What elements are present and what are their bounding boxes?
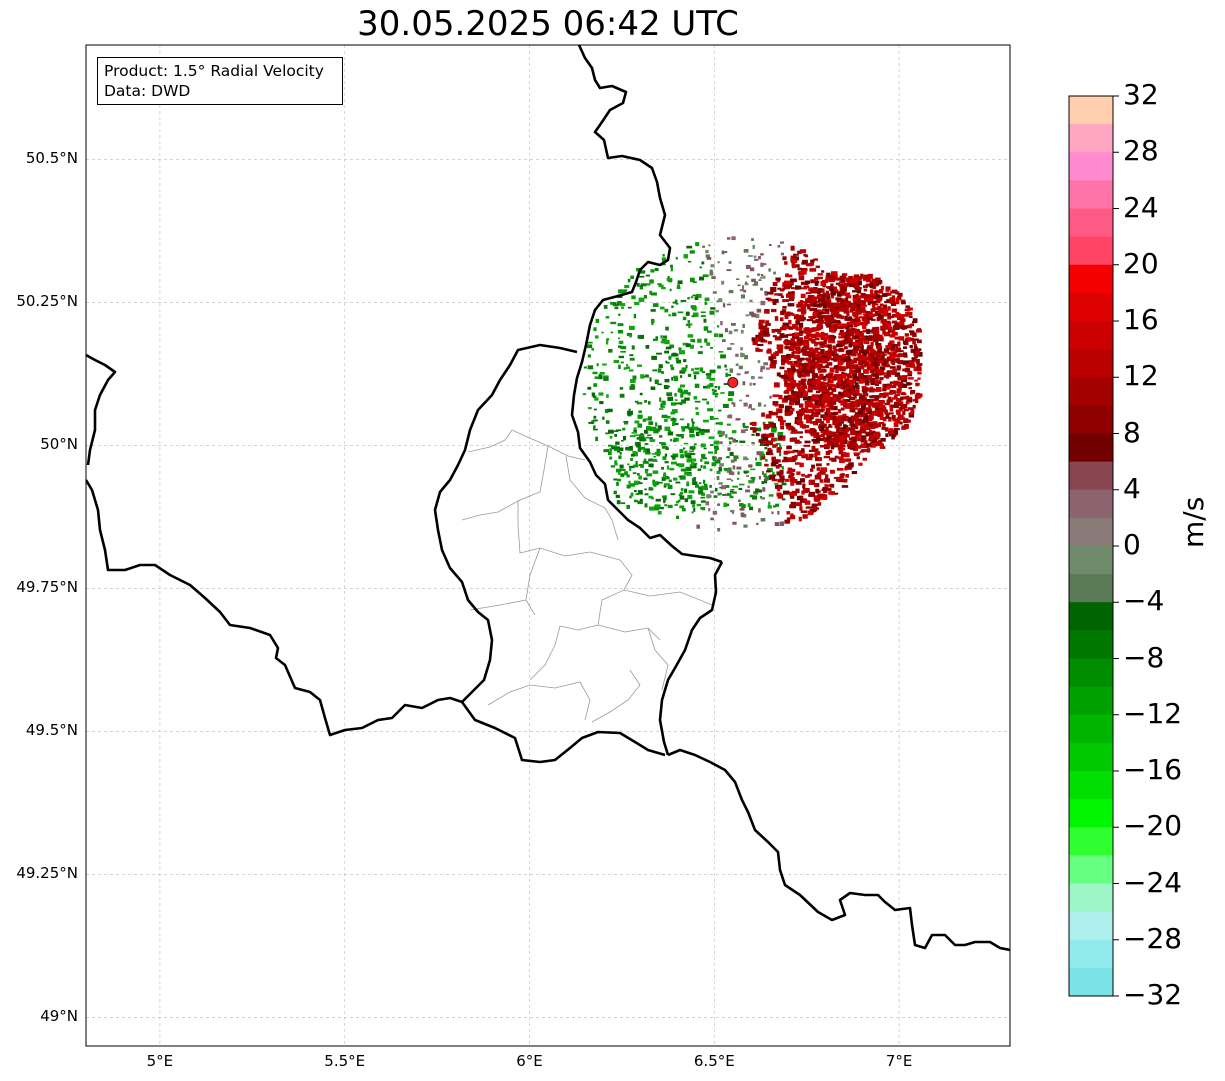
graticule — [86, 45, 1010, 1046]
colorbar-tick-label: 0 — [1123, 528, 1141, 561]
colorbar-tick-label: −32 — [1123, 978, 1183, 1011]
map-frame — [85, 44, 1011, 1047]
colorbar-segment — [1069, 349, 1113, 378]
colorbar-segment — [1069, 574, 1113, 603]
colorbar-segment — [1069, 883, 1113, 913]
colorbar-segment — [1069, 264, 1113, 294]
lat-tick-label: 49.5°N — [25, 721, 78, 740]
colorbar-segment — [1069, 461, 1113, 491]
colorbar-segment — [1069, 771, 1113, 800]
colorbar-tick-label: −24 — [1123, 865, 1183, 899]
colorbar-tick-label: 12 — [1123, 359, 1159, 393]
product-label: Product: 1.5° Radial Velocity — [104, 62, 324, 80]
lon-tick-label: 5.5°E — [324, 1052, 366, 1070]
product-info-box: Product: 1.5° Radial Velocity Data: DWD — [97, 57, 343, 105]
lat-tick-label: 50°N — [40, 435, 78, 454]
near-zero-echoes — [696, 236, 785, 532]
colorbar-segment — [1069, 686, 1113, 716]
colorbar-segment — [1069, 714, 1113, 744]
colorbar — [1068, 95, 1119, 997]
colorbar-tick-label: 8 — [1123, 415, 1141, 449]
colorbar-tick-label: 20 — [1123, 246, 1159, 280]
lon-tick-label: 6.5°E — [693, 1052, 735, 1070]
lon-tick-label: 7°E — [885, 1052, 913, 1070]
colorbar-segment — [1069, 827, 1113, 856]
colorbar-segment — [1069, 96, 1113, 125]
colorbar-segment — [1069, 658, 1113, 688]
colorbar-segment — [1069, 939, 1113, 969]
colorbar-tick-label: 32 — [1123, 78, 1159, 111]
colorbar-tick-label: 28 — [1123, 134, 1159, 168]
receding-echoes — [749, 245, 923, 524]
colorbar-tick-label: −16 — [1123, 753, 1183, 786]
colorbar-tick-label: −8 — [1123, 640, 1165, 674]
data-source-label: Data: DWD — [104, 82, 191, 100]
colorbar-segment — [1069, 517, 1113, 547]
colorbar-segment — [1069, 152, 1113, 181]
colorbar-segment — [1069, 321, 1113, 350]
colorbar-segment — [1069, 967, 1113, 997]
colorbar-segment — [1069, 911, 1113, 941]
colorbar-segment — [1069, 405, 1113, 434]
colorbar-tick-label: −20 — [1123, 809, 1183, 843]
lon-tick-label: 6°E — [516, 1052, 543, 1070]
lat-tick-label: 49.75°N — [16, 578, 78, 597]
lon-tick-label: 5°E — [146, 1052, 174, 1070]
lat-tick-label: 49°N — [40, 1007, 78, 1026]
colorbar-segment — [1069, 292, 1113, 322]
colorbar-tick-label: −4 — [1123, 584, 1165, 618]
colorbar-tick-label: 24 — [1123, 190, 1159, 224]
colorbar-segment — [1069, 630, 1113, 659]
colorbar-tick-label: 16 — [1123, 303, 1159, 336]
radar-site-marker — [727, 377, 739, 388]
colorbar-segment — [1069, 433, 1113, 463]
national-borders — [86, 45, 1010, 952]
map-title: 30.05.2025 06:42 UTC — [357, 4, 739, 44]
colorbar-segment — [1069, 546, 1113, 575]
approaching-echoes — [582, 242, 787, 520]
colorbar-segment — [1069, 180, 1113, 209]
luxembourg-canton-boundaries — [461, 429, 713, 723]
colorbar-segment — [1069, 799, 1113, 828]
lat-tick-label: 49.25°N — [16, 864, 78, 883]
lat-tick-label: 50.5°N — [25, 149, 78, 168]
colorbar-segment — [1069, 208, 1113, 238]
colorbar-tick-label: −28 — [1123, 921, 1183, 955]
colorbar-segment — [1069, 124, 1113, 153]
colorbar-segment — [1069, 855, 1113, 884]
colorbar-segment — [1069, 602, 1113, 631]
colorbar-segment — [1069, 489, 1113, 519]
radar-velocity-echoes — [582, 236, 923, 532]
colorbar-tick-label: 4 — [1123, 471, 1141, 505]
colorbar-segment — [1069, 236, 1113, 266]
colorbar-tick-label: −12 — [1123, 696, 1183, 730]
lat-tick-label: 50.25°N — [16, 292, 78, 311]
colorbar-segment — [1069, 742, 1113, 772]
colorbar-segment — [1069, 377, 1113, 406]
colorbar-unit-label: m/s — [1177, 496, 1210, 548]
